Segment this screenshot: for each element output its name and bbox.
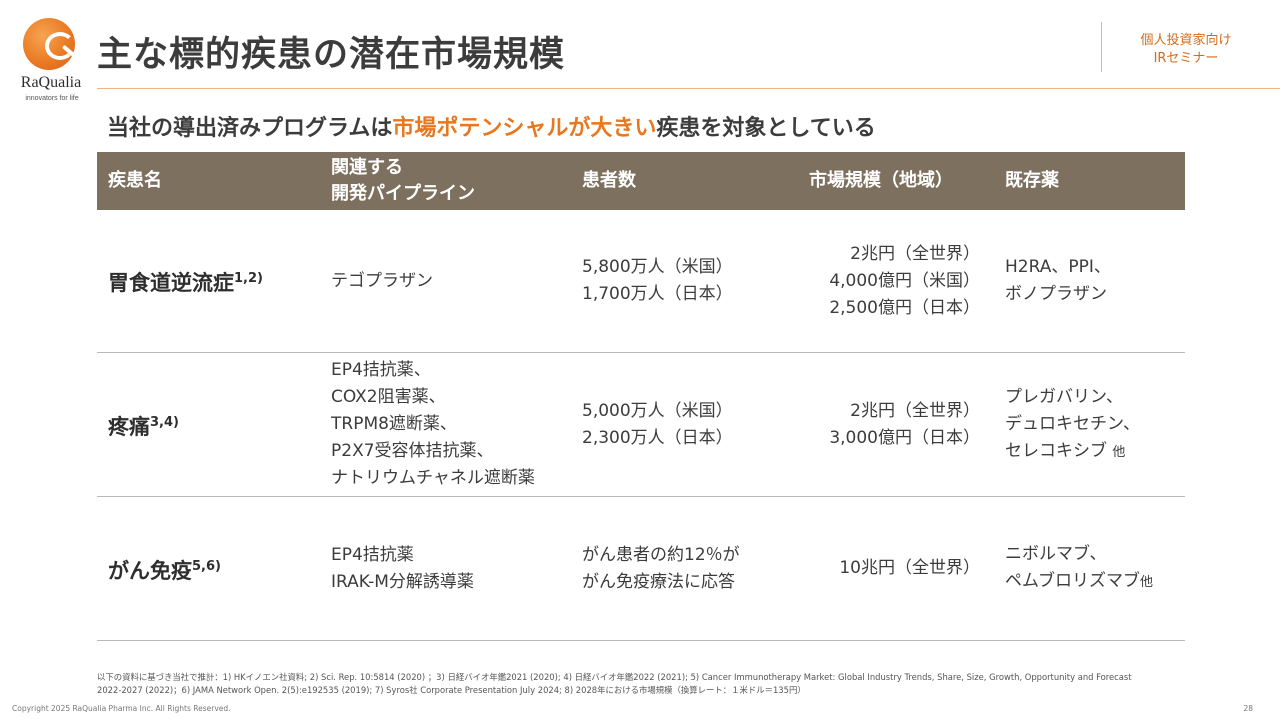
page-number: 28 (1243, 704, 1253, 713)
header-pipeline: 関連する 開発パイプライン (331, 152, 475, 210)
drugs-suffix: 他 (1112, 444, 1126, 460)
copyright: Copyright 2025 RaQualia Pharma Inc. All … (12, 704, 231, 713)
market-value: 2兆円（全世界） (850, 400, 980, 421)
market-value: 3,000億円（日本） (829, 427, 980, 448)
table-row: 胃食道逆流症1,2) テゴプラザン 5,800万人（米国） 1,700万人（日本… (97, 210, 1185, 353)
page-title: 主な標的疾患の潜在市場規模 (97, 35, 566, 75)
drug-item: セレコキシブ 他 (1005, 440, 1126, 461)
pipeline-item: P2X7受容体拮抗薬、 (331, 441, 494, 461)
patients-value: がん患者の約12％が (582, 544, 740, 565)
logo-emblem-icon (23, 18, 79, 70)
pipeline-item: TRPM8遮断薬、 (331, 414, 457, 434)
patients-cell: 5,800万人（米国） 1,700万人（日本） (582, 210, 792, 352)
patients-value: 1,700万人（日本） (582, 284, 733, 304)
drugs-cell: プレガバリン、 デュロキセチン、 セレコキシブ 他 (1005, 353, 1185, 496)
drug-item: ペムブロリズマブ他 (1005, 571, 1153, 591)
drug-item: プレガバリン、 (1005, 386, 1123, 407)
market-cell: 2兆円（全世界） 3,000億円（日本） (792, 353, 980, 496)
header-disease: 疾患名 (108, 170, 162, 191)
market-value: 2兆円（全世界） (850, 243, 980, 264)
footnote-line-2: 2022-2027 (2022)；6) JAMA Network Open. 2… (97, 685, 806, 695)
header-divider (1101, 22, 1102, 72)
table-header: 疾患名 関連する 開発パイプライン 患者数 市場規模（地域） 既存薬 (97, 152, 1185, 210)
pipeline-cell: テゴプラザン (331, 210, 571, 352)
disease-name: 胃食道逆流症1,2) (108, 271, 263, 295)
audience-line-1: 個人投資家向け (1140, 33, 1232, 48)
pipeline-item: IRAK-M分解誘導薬 (331, 571, 474, 592)
header-drugs: 既存薬 (1005, 170, 1059, 191)
pipeline-item: COX2阻害薬、 (331, 387, 446, 407)
patients-cell: がん患者の約12％が がん免疫療法に応答 (582, 497, 792, 640)
disease-name: がん免疫5,6) (108, 558, 221, 583)
patients-cell: 5,000万人（米国） 2,300万人（日本） (582, 353, 792, 496)
disease-cell: 胃食道逆流症1,2) (108, 210, 318, 352)
pipeline-item: EP4拮抗薬 (331, 544, 414, 565)
header-pipeline-line1: 関連する (331, 157, 403, 178)
drug-item: ニボルマブ、 (1005, 544, 1107, 564)
pipeline-cell: EP4拮抗薬、 COX2阻害薬、 TRPM8遮断薬、 P2X7受容体拮抗薬、 ナ… (331, 353, 571, 496)
market-value: 10兆円（全世界） (839, 558, 980, 578)
drug-item: ボノプラザン (1005, 284, 1107, 304)
drugs-suffix: 他 (1139, 575, 1153, 590)
sources-footnote: 以下の資料に基づき当社で推計：1) HKイノエン社資料; 2) Sci. Rep… (97, 671, 1197, 697)
drug-item: デュロキセチン、 (1005, 413, 1140, 434)
table-row: がん免疫5,6) EP4拮抗薬 IRAK-M分解誘導薬 がん患者の約12％が が… (97, 497, 1185, 641)
drug-item: H2RA、PPI、 (1005, 257, 1111, 277)
disease-name: 疼痛3,4) (108, 414, 179, 439)
table-row: 疼痛3,4) EP4拮抗薬、 COX2阻害薬、 TRPM8遮断薬、 P2X7受容… (97, 353, 1185, 497)
disease-cell: 疼痛3,4) (108, 353, 318, 496)
logo-name: RaQualia (20, 74, 82, 91)
header-patients: 患者数 (582, 170, 636, 191)
logo-tagline: innovators for life (25, 95, 79, 102)
market-cell: 2兆円（全世界） 4,000億円（米国） 2,500億円（日本） (792, 210, 980, 352)
market-value: 4,000億円（米国） (829, 270, 980, 291)
header-rule (97, 88, 1280, 89)
footnote-line-1: 以下の資料に基づき当社で推計：1) HKイノエン社資料; 2) Sci. Rep… (97, 672, 1132, 682)
patients-value: 5,800万人（米国） (582, 257, 733, 277)
pipeline-item: EP4拮抗薬、 (331, 360, 431, 380)
subtitle-after: 疾患を対象としている (656, 116, 876, 141)
drugs-cell: H2RA、PPI、 ボノプラザン (1005, 210, 1185, 352)
audience-label: 個人投資家向け IRセミナー (1106, 32, 1266, 68)
header-pipeline-line2: 開発パイプライン (331, 183, 475, 204)
patients-value: がん免疫療法に応答 (582, 571, 735, 592)
subtitle-before: 当社の導出済みプログラムは (107, 116, 393, 141)
pipeline-item: ナトリウムチャネル遮断薬 (331, 468, 535, 488)
patients-value: 5,000万人（米国） (582, 400, 733, 421)
pipeline-cell: EP4拮抗薬 IRAK-M分解誘導薬 (331, 497, 571, 640)
disease-cell: がん免疫5,6) (108, 497, 318, 640)
market-value: 2,500億円（日本） (829, 297, 980, 318)
market-table: 疾患名 関連する 開発パイプライン 患者数 市場規模（地域） 既存薬 胃食道逆流… (97, 152, 1185, 641)
audience-line-2: IRセミナー (1153, 51, 1219, 66)
drugs-cell: ニボルマブ、 ペムブロリズマブ他 (1005, 497, 1185, 640)
market-cell: 10兆円（全世界） (792, 497, 980, 640)
slide-subtitle: 当社の導出済みプログラムは市場ポテンシャルが大きい疾患を対象としている (107, 110, 876, 142)
subtitle-highlight: 市場ポテンシャルが大きい (392, 116, 657, 141)
pipeline-item: テゴプラザン (331, 270, 433, 291)
header-market: 市場規模（地域） (809, 170, 953, 191)
company-logo: RaQualia innovators for life (10, 14, 90, 106)
patients-value: 2,300万人（日本） (582, 427, 733, 448)
